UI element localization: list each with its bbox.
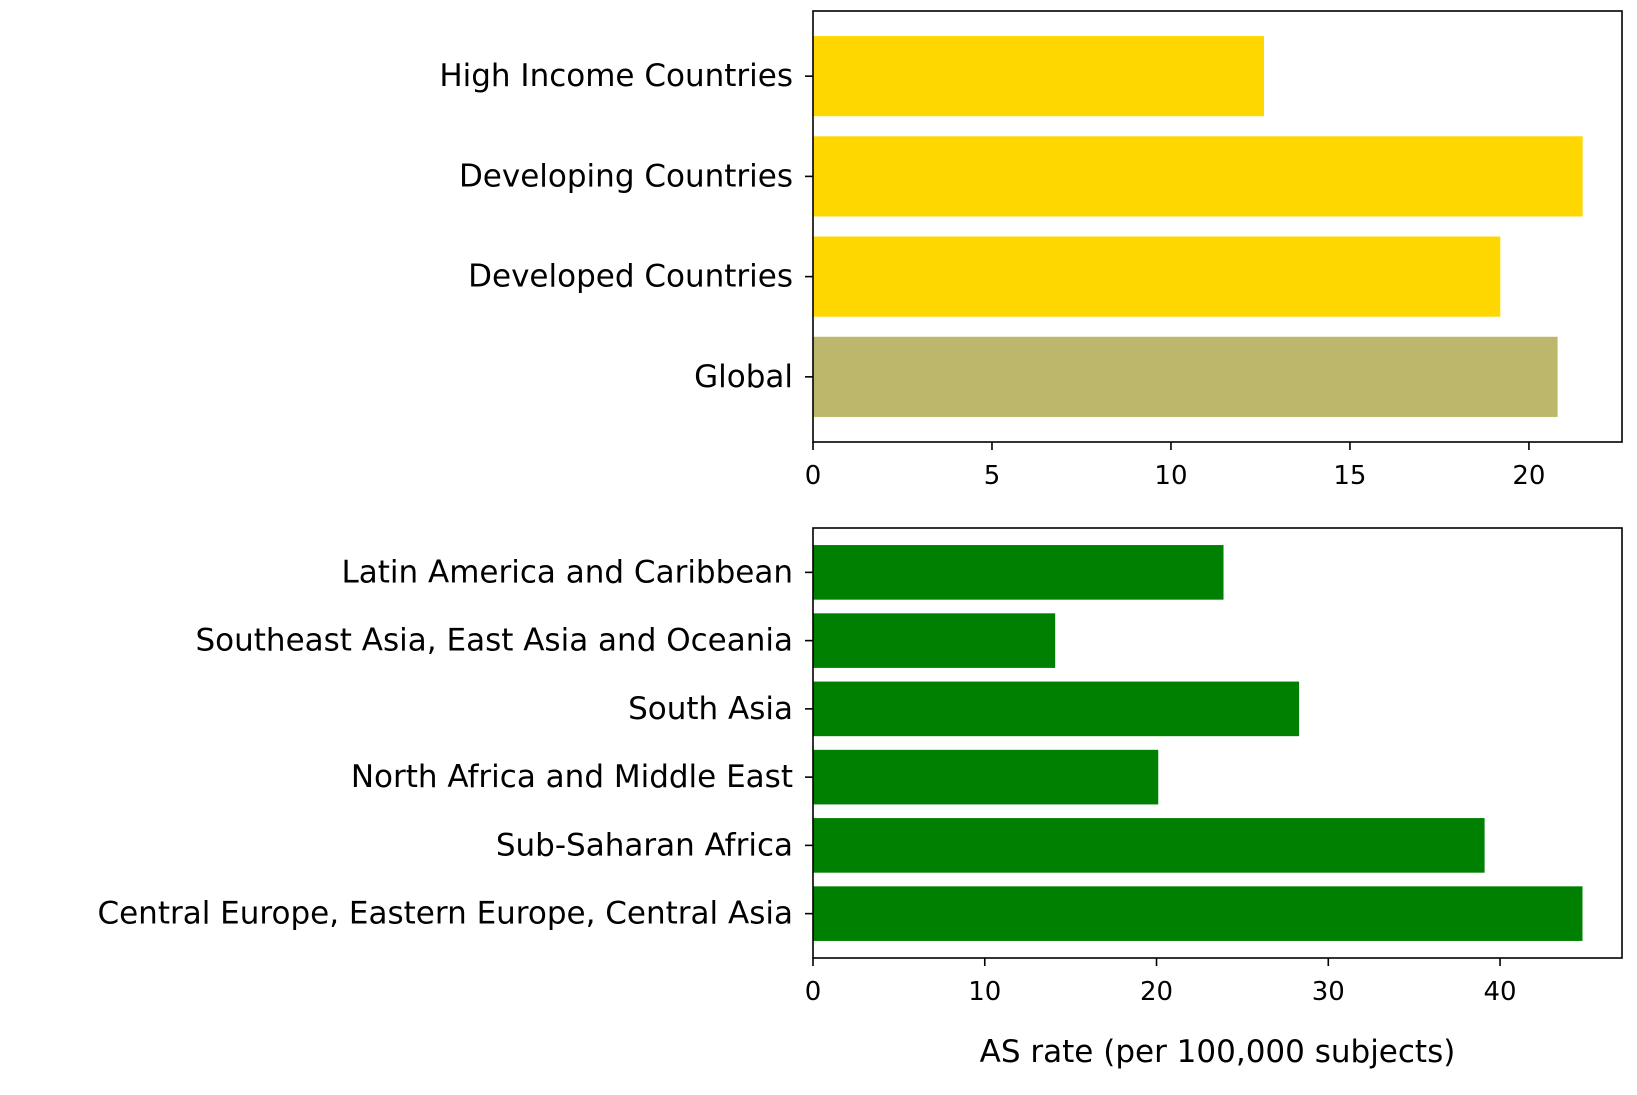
bottom-panel: Central Europe, Eastern Europe, Central …	[97, 527, 1623, 1070]
top-panel: Global Developed Countries Developing Coun…	[439, 10, 1623, 491]
bar-developed-countries	[813, 236, 1501, 317]
category-label: Central Europe, Eastern Europe, Central …	[97, 896, 793, 932]
category-label: Global	[694, 359, 793, 395]
bar-southeast-asia-east-asia-and-oceania	[813, 613, 1056, 668]
axes-frame	[812, 10, 1623, 443]
axes-frame	[812, 527, 1623, 959]
x-tick-label: 5	[984, 461, 1001, 491]
x-tick-label: 0	[805, 461, 822, 491]
x-tick-label: 10	[1154, 461, 1187, 491]
x-tick-label: 20	[1140, 977, 1173, 1007]
x-tick-label: 30	[1312, 977, 1345, 1007]
x-tick-label: 15	[1333, 461, 1366, 491]
category-label: South Asia	[628, 691, 793, 727]
bar-developing-countries	[813, 136, 1583, 217]
x-tick-label: 40	[1484, 977, 1517, 1007]
x-axis-label: AS rate (per 100,000 subjects)	[980, 1034, 1456, 1070]
category-label: North Africa and Middle East	[351, 759, 793, 795]
bar-north-africa-and-middle-east	[813, 749, 1159, 805]
category-label: Latin America and Caribbean	[341, 554, 793, 590]
bar-sub-saharan-africa	[813, 818, 1485, 873]
bar-global	[813, 336, 1558, 417]
category-label: Developed Countries	[468, 259, 793, 295]
x-tick-label: 20	[1512, 461, 1545, 491]
category-label: Southeast Asia, East Asia and Oceania	[195, 623, 793, 659]
x-tick-label: 10	[968, 977, 1001, 1007]
bar-central-europe-eastern-europe-central-asia	[813, 886, 1583, 941]
x-tick-label: 0	[805, 977, 822, 1007]
category-label: Sub-Saharan Africa	[496, 827, 793, 863]
bar-high-income-countries	[813, 36, 1265, 117]
bar-south-asia	[813, 681, 1300, 737]
bar-latin-america-and-caribbean	[813, 545, 1224, 600]
category-label: High Income Countries	[439, 58, 793, 94]
category-label: Developing Countries	[459, 158, 793, 194]
